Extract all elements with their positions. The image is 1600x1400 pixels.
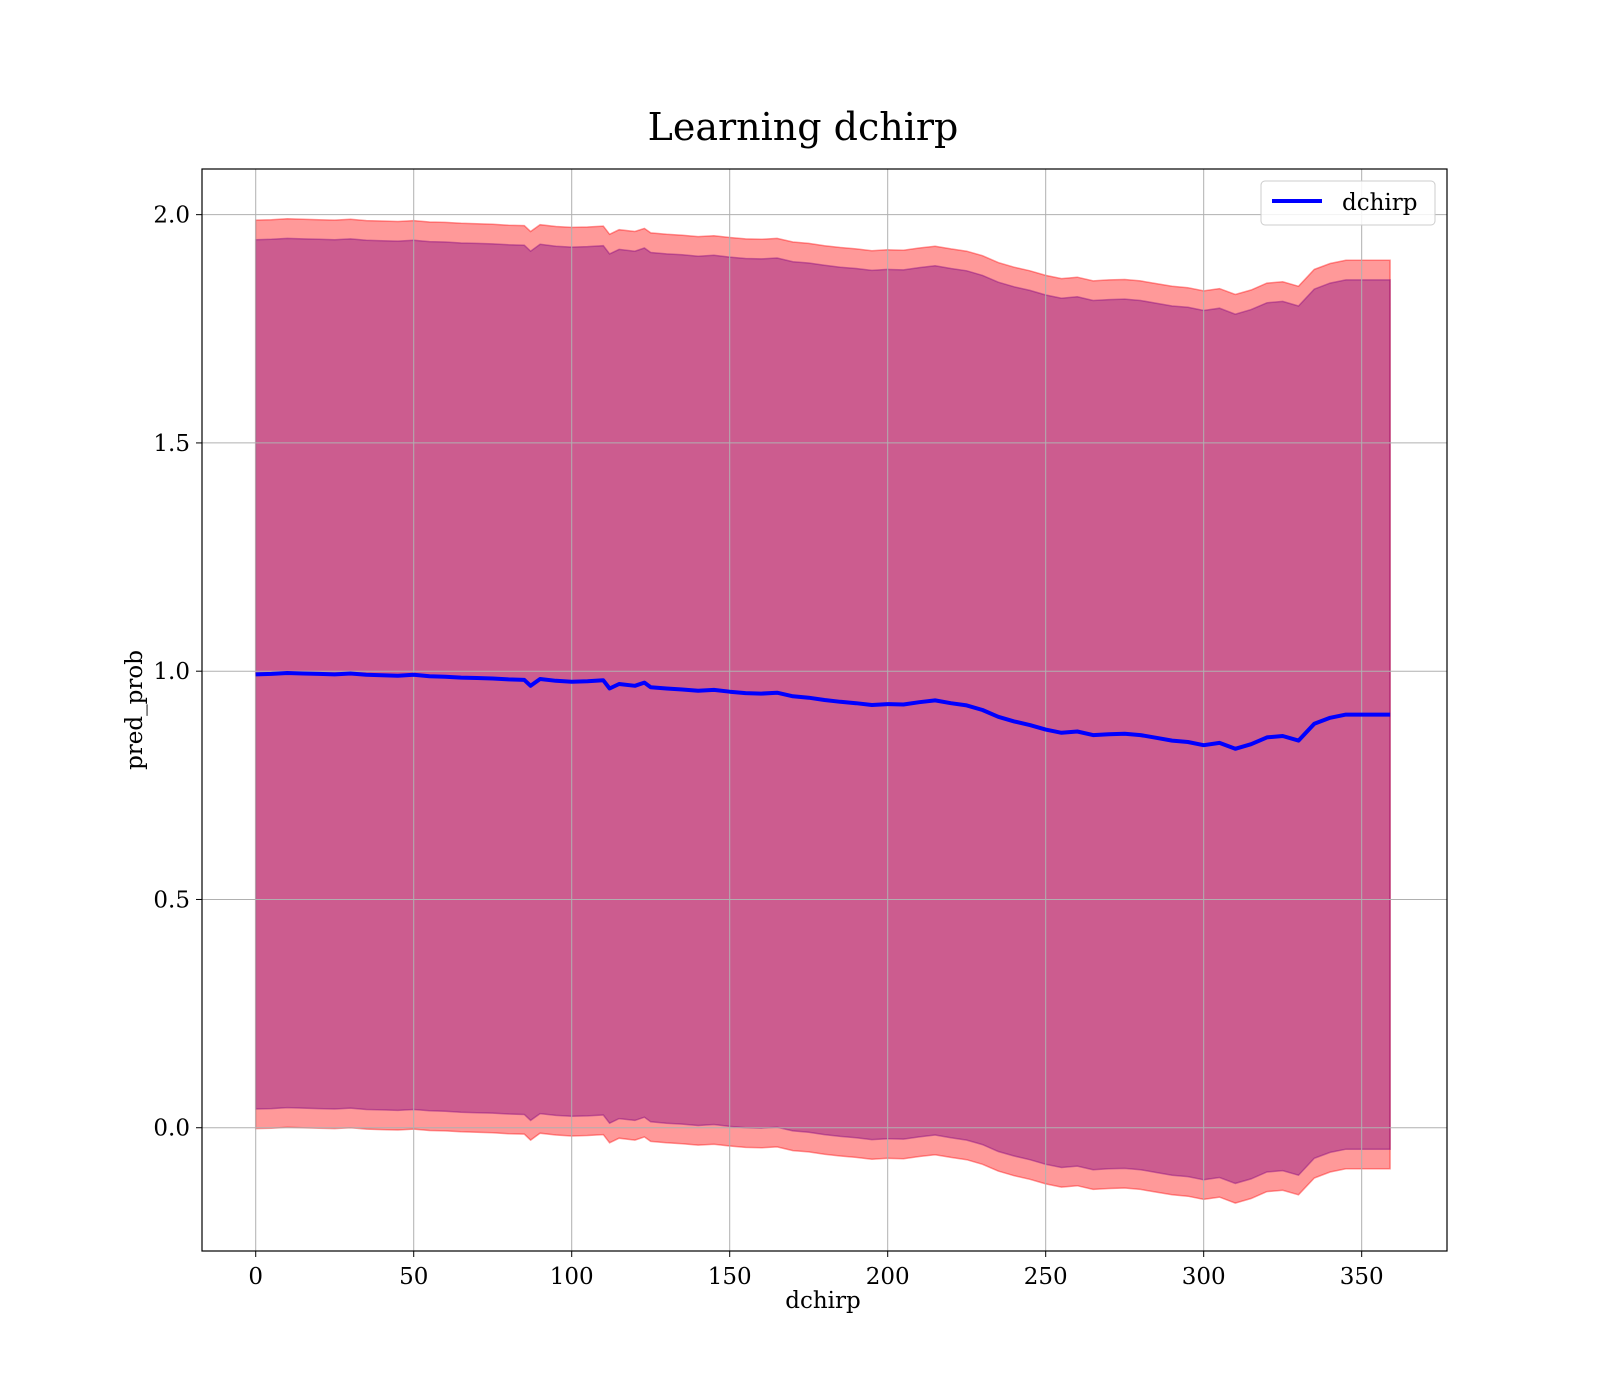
y-tick-label: 0.0 (153, 1116, 190, 1142)
series-layer (255, 671, 1391, 751)
y-axis-label: pred_prob (122, 650, 148, 770)
x-tick-label: 300 (1182, 1264, 1226, 1290)
x-tick-label: 150 (708, 1264, 752, 1290)
legend: dchirp (1260, 180, 1436, 226)
legend-box (1260, 180, 1436, 226)
x-tick-label: 0 (248, 1264, 263, 1290)
x-axis-label: dchirp (785, 1288, 861, 1314)
x-tick-label: 350 (1340, 1264, 1384, 1290)
chart-title: Learning dchirp (648, 105, 959, 149)
confidence-band-1 (254, 218, 1391, 1204)
y-tick-label: 2.0 (153, 203, 190, 229)
confidence-band-2 (254, 237, 1391, 1185)
y-tick-label: 1.5 (153, 431, 190, 457)
x-tick-label: 200 (866, 1264, 910, 1290)
legend-label: dchirp (1342, 190, 1418, 216)
x-tick-label: 50 (399, 1264, 428, 1290)
series-line-dchirp (255, 671, 1391, 751)
plot-frame (201, 168, 1448, 1252)
grid (202, 169, 1447, 1251)
y-tick-label: 1.0 (153, 659, 190, 685)
x-tick-label: 250 (1024, 1264, 1068, 1290)
band-layer (254, 218, 1391, 1204)
y-tick-label: 0.5 (153, 887, 190, 913)
x-tick-label: 100 (550, 1264, 594, 1290)
x-axis: 0 50 100 150 200 250 300 350 (248, 1251, 1384, 1290)
y-axis: 0.0 0.5 1.0 1.5 2.0 (153, 203, 202, 1142)
